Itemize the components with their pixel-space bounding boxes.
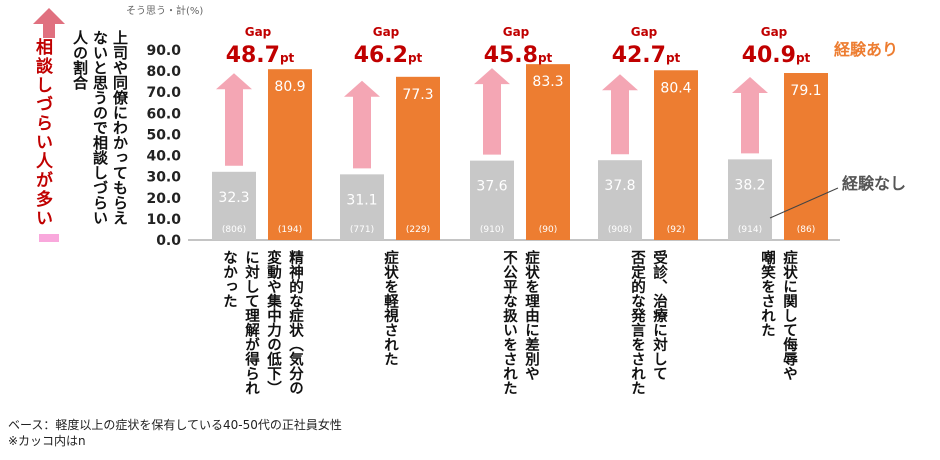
side-hint-label: 相談しづらい人が多い: [32, 38, 52, 228]
gap-value: 40.9pt: [742, 43, 811, 68]
y-tick-label: 0.0: [156, 233, 181, 249]
bar-without-experience: [470, 160, 514, 240]
y-tick-label: 50.0: [146, 127, 181, 143]
category-label: 症状を軽視された: [382, 250, 398, 366]
bar-without-experience: [212, 171, 256, 240]
bar-value-label: 80.4: [660, 80, 691, 96]
bar-value-label: 31.1: [346, 192, 377, 208]
gap-value: 45.8pt: [484, 43, 553, 68]
gap-value: 46.2pt: [354, 43, 423, 68]
category-label: 症状を理由に差別や 不公平な扱いをされた: [501, 250, 539, 395]
y-tick-label: 70.0: [146, 85, 181, 101]
y-tick-label: 10.0: [146, 212, 181, 228]
bar-with-experience: [396, 76, 440, 240]
bar-n-label: (90): [539, 225, 557, 235]
bar-with-experience: [654, 70, 698, 241]
category-label: 精神的な症状（気分の 変動や集中力の低下） に対して理解が得られ なかった: [221, 250, 303, 395]
y-axis-unit: そう思う・計(%): [126, 6, 204, 17]
bar-value-label: 79.1: [790, 83, 821, 99]
bar-n-label: (229): [406, 225, 430, 235]
bar-n-label: (914): [738, 225, 762, 235]
gap-arrow-icon: [216, 73, 252, 166]
bar-without-experience: [340, 174, 384, 240]
bar-with-experience: [526, 64, 570, 241]
bar-value-label: 32.3: [218, 190, 249, 206]
gap-label: Gap: [245, 25, 272, 39]
side-hint-marker: [39, 234, 59, 242]
bar-with-experience: [784, 73, 828, 240]
gap-label: Gap: [761, 25, 788, 39]
y-tick-label: 60.0: [146, 106, 181, 122]
category-label: 症状に関して侮辱や 嘲笑をされた: [759, 250, 797, 381]
gap-arrow-icon: [344, 80, 380, 169]
bar-value-label: 77.3: [402, 87, 433, 103]
bar-value-label: 37.6: [476, 179, 507, 195]
bar-value-label: 38.2: [734, 177, 765, 193]
legend-without-experience: 経験なし: [842, 174, 907, 193]
y-tick-label: 30.0: [146, 170, 181, 186]
y-tick-label: 20.0: [146, 191, 181, 207]
footer-n-note: ※カッコ内はn: [8, 434, 86, 448]
category-label: 受診、治療に対して 否定的な発言をされた: [629, 250, 667, 395]
gap-label: Gap: [503, 25, 530, 39]
gap-arrow-icon: [732, 77, 768, 154]
bar-value-label: 83.3: [532, 74, 563, 90]
y-axis-label: 上司や同僚にわかってもらえないと思うので相談しづらい人の割合: [71, 30, 129, 225]
bar-without-experience: [598, 160, 642, 240]
legend-with-experience: 経験あり: [834, 40, 899, 59]
gap-value: 42.7pt: [612, 43, 681, 68]
bar-n-label: (910): [480, 225, 504, 235]
bar-n-label: (86): [797, 225, 815, 235]
bar-value-label: 37.8: [604, 178, 635, 194]
bar-n-label: (92): [667, 225, 685, 235]
bar-value-label: 80.9: [274, 79, 305, 95]
bar-n-label: (771): [350, 225, 374, 235]
gap-arrow-icon: [602, 74, 638, 155]
bar-without-experience: [728, 159, 772, 240]
bar-n-label: (194): [278, 225, 302, 235]
bar-with-experience: [268, 69, 312, 240]
gap-value: 48.7pt: [226, 43, 295, 68]
footer-base-note: ベース：軽度以上の症状を保有している40-50代の正社員女性: [8, 418, 342, 432]
up-arrow-icon: [33, 8, 65, 42]
legend-leader-line: [769, 187, 839, 219]
y-tick-label: 90.0: [146, 43, 181, 59]
gap-label: Gap: [631, 25, 658, 39]
gap-label: Gap: [373, 25, 400, 39]
y-tick-label: 80.0: [146, 64, 181, 80]
bar-n-label: (908): [608, 225, 632, 235]
y-tick-label: 40.0: [146, 149, 181, 165]
bar-n-label: (806): [222, 225, 246, 235]
gap-arrow-icon: [474, 68, 510, 155]
